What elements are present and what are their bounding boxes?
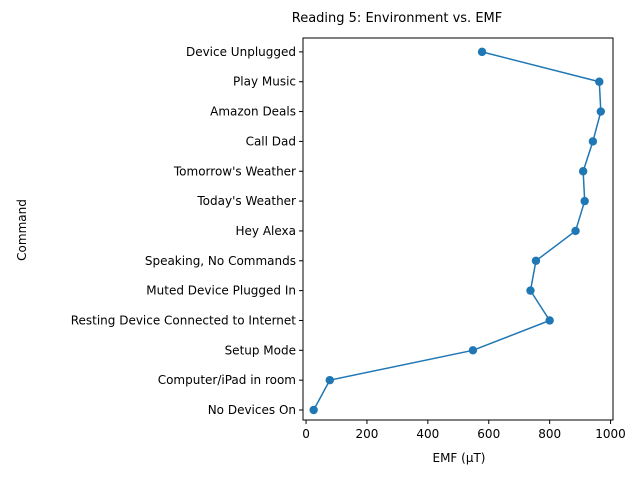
y-tick-label: Speaking, No Commands bbox=[145, 254, 296, 268]
data-point bbox=[545, 316, 554, 325]
chart-title: Reading 5: Environment vs. EMF bbox=[292, 11, 502, 26]
y-tick-label: Computer/iPad in room bbox=[158, 373, 296, 387]
plot-border bbox=[302, 37, 614, 421]
y-tick-label: Hey Alexa bbox=[236, 224, 297, 238]
y-tick-label: Play Music bbox=[233, 75, 296, 89]
data-point bbox=[526, 286, 535, 295]
y-axis-label: Command bbox=[15, 199, 29, 261]
x-tick-label: 200 bbox=[355, 427, 378, 441]
y-tick-label: No Devices On bbox=[208, 403, 296, 417]
series-line bbox=[309, 47, 606, 415]
y-tick-label: Amazon Deals bbox=[210, 105, 296, 119]
y-tick-label: Resting Device Connected to Internet bbox=[71, 313, 297, 327]
data-point bbox=[477, 47, 487, 57]
y-tick-label: Call Dad bbox=[246, 134, 296, 148]
series-path bbox=[313, 51, 602, 411]
x-axis-ticks: 0 200 400 600 800 1000 bbox=[302, 420, 626, 441]
y-tick-label: Muted Device Plugged In bbox=[146, 284, 296, 298]
y-axis-ticks: No Devices On Computer/iPad in room Setup … bbox=[71, 45, 303, 417]
data-point bbox=[580, 196, 589, 206]
data-point bbox=[531, 256, 541, 265]
data-point bbox=[596, 107, 606, 116]
data-point bbox=[595, 77, 604, 86]
y-tick-label: Tomorrow's Weather bbox=[173, 164, 296, 178]
plot-frame bbox=[302, 37, 614, 421]
data-point bbox=[309, 405, 318, 415]
data-point bbox=[571, 226, 580, 236]
x-tick-label: 0 bbox=[302, 427, 310, 441]
data-point bbox=[468, 346, 478, 355]
x-axis-label: EMF (µT) bbox=[433, 451, 486, 465]
data-point bbox=[588, 137, 598, 146]
x-tick-label: 400 bbox=[416, 427, 439, 441]
y-tick-label: Setup Mode bbox=[225, 343, 296, 357]
x-tick-label: 800 bbox=[538, 427, 561, 441]
y-tick-label: Device Unplugged bbox=[186, 45, 296, 59]
data-point bbox=[578, 167, 588, 176]
y-tick-label: Today's Weather bbox=[196, 194, 296, 208]
x-tick-label: 600 bbox=[477, 427, 500, 441]
x-tick-label: 1000 bbox=[595, 427, 626, 441]
data-point bbox=[325, 375, 334, 385]
